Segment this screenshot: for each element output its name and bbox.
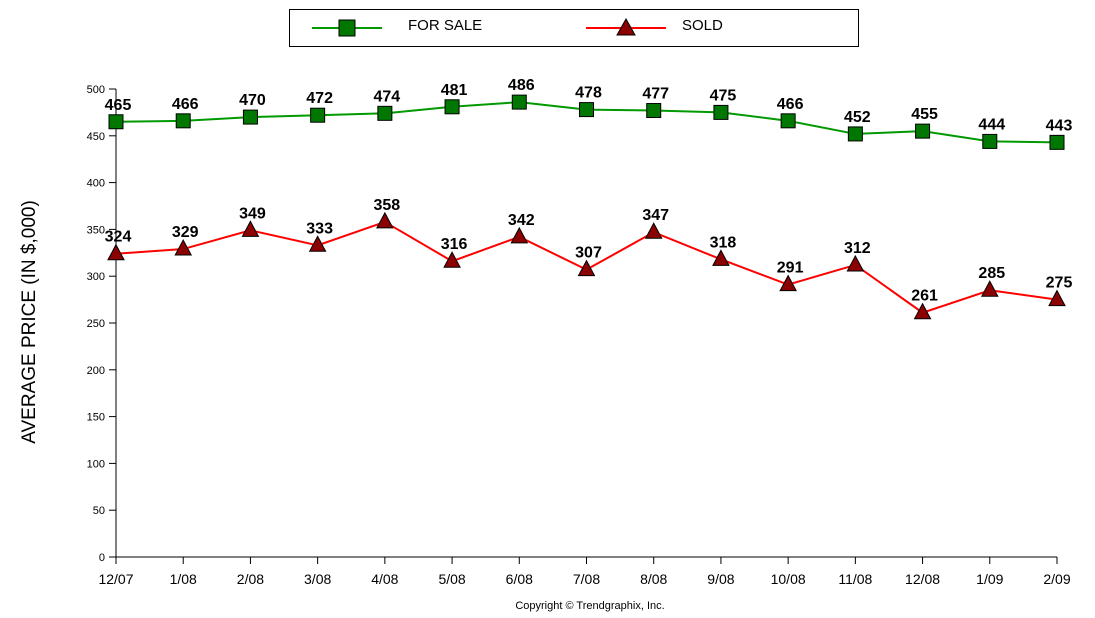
x-tick-label: 2/09 (1043, 571, 1070, 587)
data-label: 472 (306, 90, 333, 107)
data-point-triangle (577, 259, 596, 277)
data-label: 474 (374, 88, 401, 105)
y-tick-label: 0 (99, 552, 105, 564)
x-tick-label: 11/08 (838, 571, 872, 587)
data-point-square (982, 133, 998, 149)
data-point-square (646, 103, 662, 119)
x-tick-label: 3/08 (304, 571, 331, 587)
copyright-text: Copyright © Trendgraphix, Inc. (515, 600, 665, 612)
data-point-square (108, 114, 124, 130)
legend-label-sold: SOLD (682, 17, 723, 34)
data-point-square (579, 102, 594, 118)
data-label: 455 (911, 106, 938, 123)
y-tick-label: 100 (87, 458, 105, 470)
y-tick-label: 350 (87, 224, 105, 236)
data-point-triangle (712, 249, 730, 266)
x-tick-label: 10/08 (771, 571, 806, 587)
data-label: 478 (575, 85, 602, 102)
y-axis-label: AVERAGE PRICE (IN $,000) (19, 200, 40, 444)
data-label: 291 (777, 260, 804, 277)
data-label: 275 (1046, 275, 1073, 292)
data-point-square (175, 113, 191, 129)
data-point-square (377, 105, 393, 121)
data-label: 481 (441, 82, 468, 99)
legend-marker-square (312, 19, 382, 37)
data-label: 285 (978, 265, 1005, 282)
data-label: 333 (306, 220, 333, 237)
data-point-square (242, 109, 258, 125)
data-label: 318 (710, 234, 737, 251)
y-tick-label: 500 (87, 84, 105, 96)
data-point-triangle (443, 251, 461, 268)
data-label: 444 (978, 116, 1005, 133)
data-label: 477 (642, 86, 669, 103)
data-label: 329 (172, 224, 199, 241)
data-point-square (713, 104, 729, 120)
data-point-triangle (376, 211, 394, 229)
data-point-triangle (308, 235, 327, 252)
data-label: 342 (508, 212, 535, 229)
x-tick-label: 2/08 (237, 571, 264, 587)
data-point-triangle (174, 238, 193, 256)
y-tick-label: 150 (87, 412, 105, 424)
data-point-square (780, 113, 796, 129)
data-point-triangle (241, 220, 260, 237)
x-tick-label: 9/08 (707, 571, 734, 587)
data-label: 466 (777, 96, 804, 113)
y-tick-label: 50 (93, 505, 105, 517)
data-point-square (444, 99, 460, 115)
x-tick-label: 5/08 (438, 571, 465, 587)
data-point-triangle (980, 280, 999, 297)
data-point-square (310, 107, 326, 123)
x-tick-label: 1/09 (976, 571, 1003, 587)
x-tick-label: 1/08 (170, 571, 197, 587)
data-point-triangle (1048, 289, 1066, 307)
x-tick-label: 12/07 (98, 571, 133, 587)
y-tick-label: 300 (87, 271, 105, 283)
y-tick-label: 450 (87, 131, 105, 143)
data-point-triangle (107, 243, 125, 261)
data-point-square (1049, 134, 1065, 150)
x-tick-label: 8/08 (640, 571, 667, 587)
data-label: 347 (642, 207, 669, 224)
data-label: 312 (844, 240, 871, 257)
data-label: 261 (911, 288, 938, 305)
data-point-square (511, 94, 527, 110)
data-label: 307 (575, 245, 602, 262)
data-label: 443 (1046, 117, 1073, 134)
data-label: 452 (844, 109, 871, 126)
data-label: 358 (374, 197, 401, 214)
data-point-triangle (779, 274, 797, 292)
x-tick-label: 7/08 (573, 571, 600, 587)
data-point-square (915, 123, 931, 139)
y-tick-label: 200 (87, 365, 105, 377)
legend-marker-triangle (586, 17, 666, 36)
data-label: 316 (441, 236, 468, 253)
data-label: 465 (105, 97, 132, 114)
x-tick-label: 4/08 (371, 571, 398, 587)
data-point-triangle (913, 302, 932, 320)
data-label: 466 (172, 96, 199, 113)
data-point-triangle (510, 226, 529, 244)
data-point-triangle (644, 222, 663, 239)
x-tick-label: 6/08 (506, 571, 533, 587)
data-label: 324 (105, 229, 132, 246)
x-tick-label: 12/08 (905, 571, 940, 587)
data-label: 349 (239, 205, 266, 222)
y-tick-label: 250 (87, 318, 105, 330)
data-label: 486 (508, 77, 535, 94)
data-point-triangle (846, 254, 865, 272)
legend-label-for-sale: FOR SALE (408, 17, 483, 34)
chart-legend: FOR SALE SOLD (289, 9, 859, 47)
y-tick-label: 400 (87, 178, 105, 190)
data-label: 475 (710, 87, 737, 104)
data-label: 470 (239, 92, 266, 109)
data-point-square (847, 126, 863, 142)
